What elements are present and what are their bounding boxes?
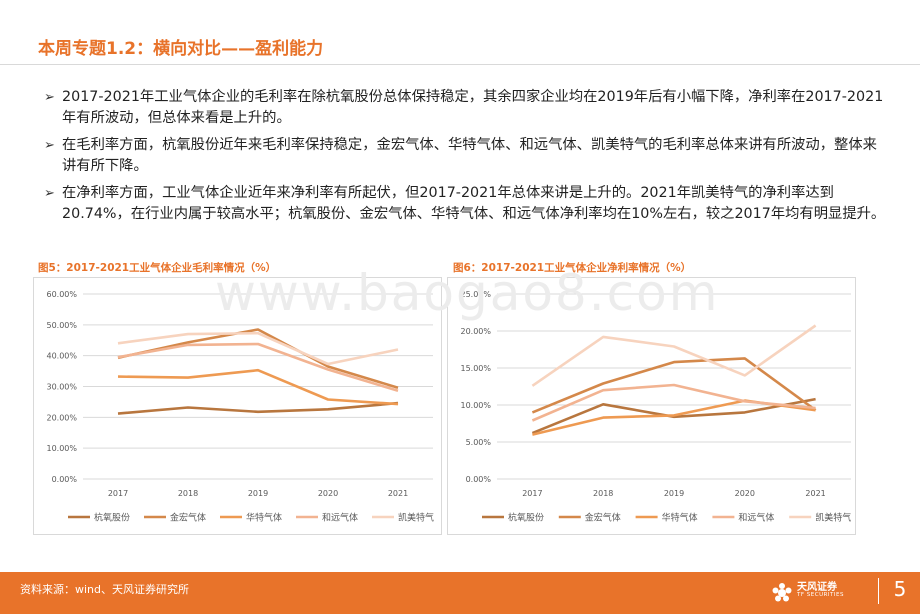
y-tick-label: 0.00% (466, 475, 492, 484)
series-line-金宏气体 (531, 357, 817, 414)
footer-bar: 资料来源：wind、天风证券研究所 天风证券 TF SECURITIES 5 (0, 572, 920, 614)
page-title: 本周专题1.2：横向对比——盈利能力 (38, 39, 324, 59)
tf-securities-logo-icon (772, 583, 792, 602)
arrow-bullet-icon: ➢ (44, 138, 55, 153)
series-line-和远气体 (117, 342, 399, 393)
legend-label: 杭氧股份 (94, 512, 130, 524)
logo-text: 天风证券 (797, 582, 837, 593)
footer-source: 资料来源：wind、天风证券研究所 (20, 583, 190, 596)
series-line-华特气体 (117, 368, 399, 406)
series-line-凯美特气 (531, 324, 817, 387)
legend-label: 和远气体 (738, 512, 774, 524)
y-tick-label: 30.00% (46, 383, 77, 392)
net-margin-chart: 0.00% 5.00% 10.00% 15.00% 20.00% 25.00% 2017 20… (447, 277, 856, 535)
x-tick-label: 2018 (593, 489, 613, 498)
y-tick-label: 10.00% (460, 401, 491, 410)
legend-label: 凯美特气 (815, 512, 851, 524)
legend-label: 金宏气体 (585, 512, 621, 524)
bullet-list: ➢ 2017-2021年工业气体企业的毛利率在除杭氧股份总体保持稳定，其余四家企… (44, 87, 889, 231)
y-tick-label: 60.00% (46, 290, 77, 299)
legend-label: 凯美特气 (398, 512, 434, 524)
x-tick-label: 2019 (664, 489, 684, 498)
arrow-bullet-icon: ➢ (44, 186, 55, 201)
legend-label: 和远气体 (322, 512, 358, 524)
x-tick-label: 2019 (248, 489, 268, 498)
figure-6-title: 图6：2017-2021工业气体企业净利率情况（%） (453, 262, 692, 274)
title-divider (0, 64, 920, 65)
bullet-item: ➢ 在净利率方面，工业气体企业近年来净利率有所起伏，但2017-2021年总体来… (44, 183, 889, 225)
y-tick-label: 5.00% (466, 438, 492, 447)
bullet-item: ➢ 在毛利率方面，杭氧股份近年来毛利率保持稳定，金宏气体、华特气体、和远气体、凯… (44, 135, 889, 177)
y-tick-label: 0.00% (52, 475, 78, 484)
y-tick-label: 40.00% (46, 352, 77, 361)
series-line-杭氧股份 (531, 397, 816, 435)
arrow-bullet-icon: ➢ (44, 90, 55, 105)
page-number: 5 (893, 577, 907, 601)
legend-label: 华特气体 (662, 512, 698, 524)
y-tick-label: 20.00% (46, 413, 77, 422)
series-line-凯美特气 (117, 331, 399, 366)
gross-margin-chart: 0.00% 10.00% 20.00% 30.00% 40.00% 50.00% 60.00… (33, 277, 442, 535)
legend-label: 杭氧股份 (508, 512, 544, 524)
figure-5-title: 图5：2017-2021工业气体企业毛利率情况（%） (38, 262, 277, 274)
x-tick-label: 2021 (805, 489, 825, 498)
series-line-和远气体 (531, 383, 816, 422)
bullet-text: 2017-2021年工业气体企业的毛利率在除杭氧股份总体保持稳定，其余四家企业均… (62, 89, 884, 126)
series-line-金宏气体 (117, 328, 399, 389)
y-tick-label: 20.00% (460, 327, 491, 336)
x-tick-label: 2020 (735, 489, 755, 498)
logo-subtext: TF SECURITIES (797, 592, 844, 598)
x-tick-label: 2017 (108, 489, 128, 498)
bullet-text: 在毛利率方面，杭氧股份近年来毛利率保持稳定，金宏气体、华特气体、和远气体、凯美特… (62, 137, 877, 174)
y-tick-label: 50.00% (46, 321, 77, 330)
net-margin-chart-svg: 0.00% 5.00% 10.00% 15.00% 20.00% 25.00% 2017 20… (460, 290, 851, 524)
x-tick-label: 2020 (318, 489, 338, 498)
bullet-text: 在净利率方面，工业气体企业近年来净利率有所起伏，但2017-2021年总体来讲是… (62, 185, 886, 222)
y-tick-label: 15.00% (460, 364, 491, 373)
legend-label: 金宏气体 (170, 512, 206, 524)
x-tick-label: 2021 (388, 489, 408, 498)
series-line-杭氧股份 (117, 401, 399, 415)
y-tick-label: 25.00% (460, 290, 491, 299)
x-tick-label: 2017 (522, 489, 542, 498)
legend-label: 华特气体 (246, 512, 282, 524)
bullet-item: ➢ 2017-2021年工业气体企业的毛利率在除杭氧股份总体保持稳定，其余四家企… (44, 87, 889, 129)
gross-margin-chart-svg: 0.00% 10.00% 20.00% 30.00% 40.00% 50.00% 60.00… (46, 290, 434, 524)
x-tick-label: 2018 (178, 489, 198, 498)
page-number-divider (878, 578, 879, 604)
y-tick-label: 10.00% (46, 444, 77, 453)
